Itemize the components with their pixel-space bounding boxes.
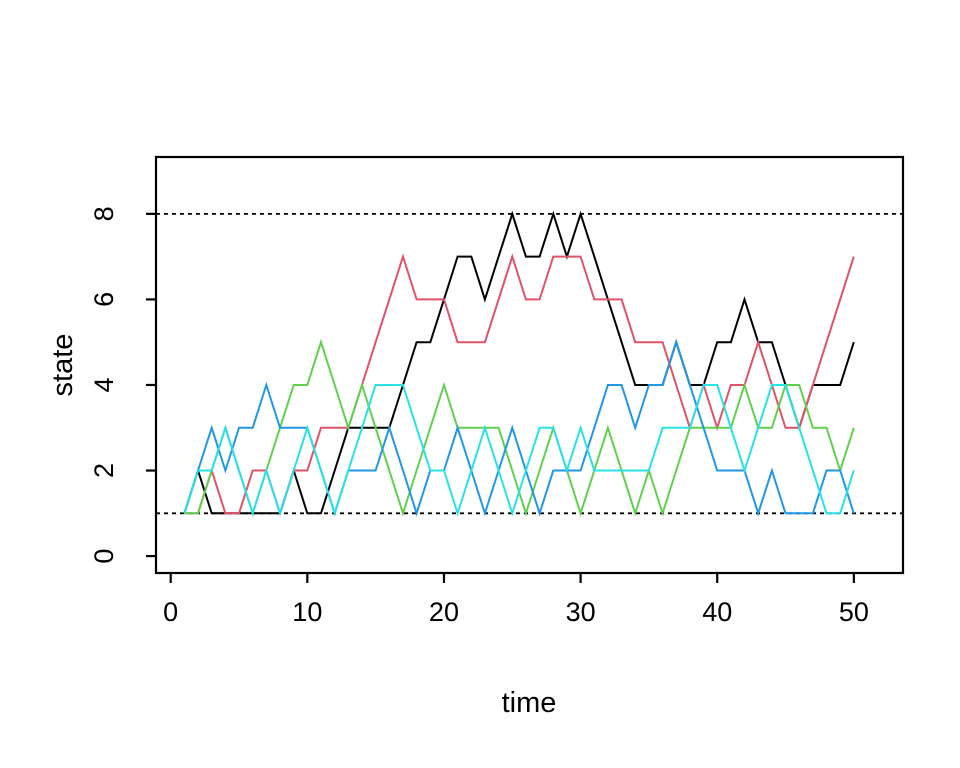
series-line-walk-5: [183, 384, 855, 517]
y-tick-label: 6: [89, 292, 119, 307]
y-axis-title: state: [47, 334, 79, 397]
series-line-walk-1: [183, 210, 855, 515]
y-tick-label: 2: [89, 463, 119, 478]
boundary-dashed-lines: [156, 212, 903, 515]
series-line-walk-4: [183, 338, 855, 517]
trajectory-lines: [183, 210, 855, 517]
series-line-walk-2: [184, 253, 855, 517]
x-tick-label: 0: [163, 597, 178, 627]
x-tick-label: 30: [566, 597, 596, 627]
x-tick-label: 10: [292, 597, 322, 627]
x-axis-title: time: [502, 687, 557, 719]
x-axis-ticks: 0 10 20 30 40 50: [163, 573, 869, 627]
y-axis-ticks: 0 2 4 6 8: [89, 206, 156, 564]
x-tick-label: 20: [429, 597, 459, 627]
y-tick-label: 8: [89, 206, 119, 221]
y-tick-label: 0: [89, 549, 119, 564]
y-tick-label: 4: [89, 377, 119, 392]
x-tick-label: 40: [702, 597, 732, 627]
plot-border-box: [154, 155, 905, 575]
x-tick-label: 50: [839, 597, 869, 627]
